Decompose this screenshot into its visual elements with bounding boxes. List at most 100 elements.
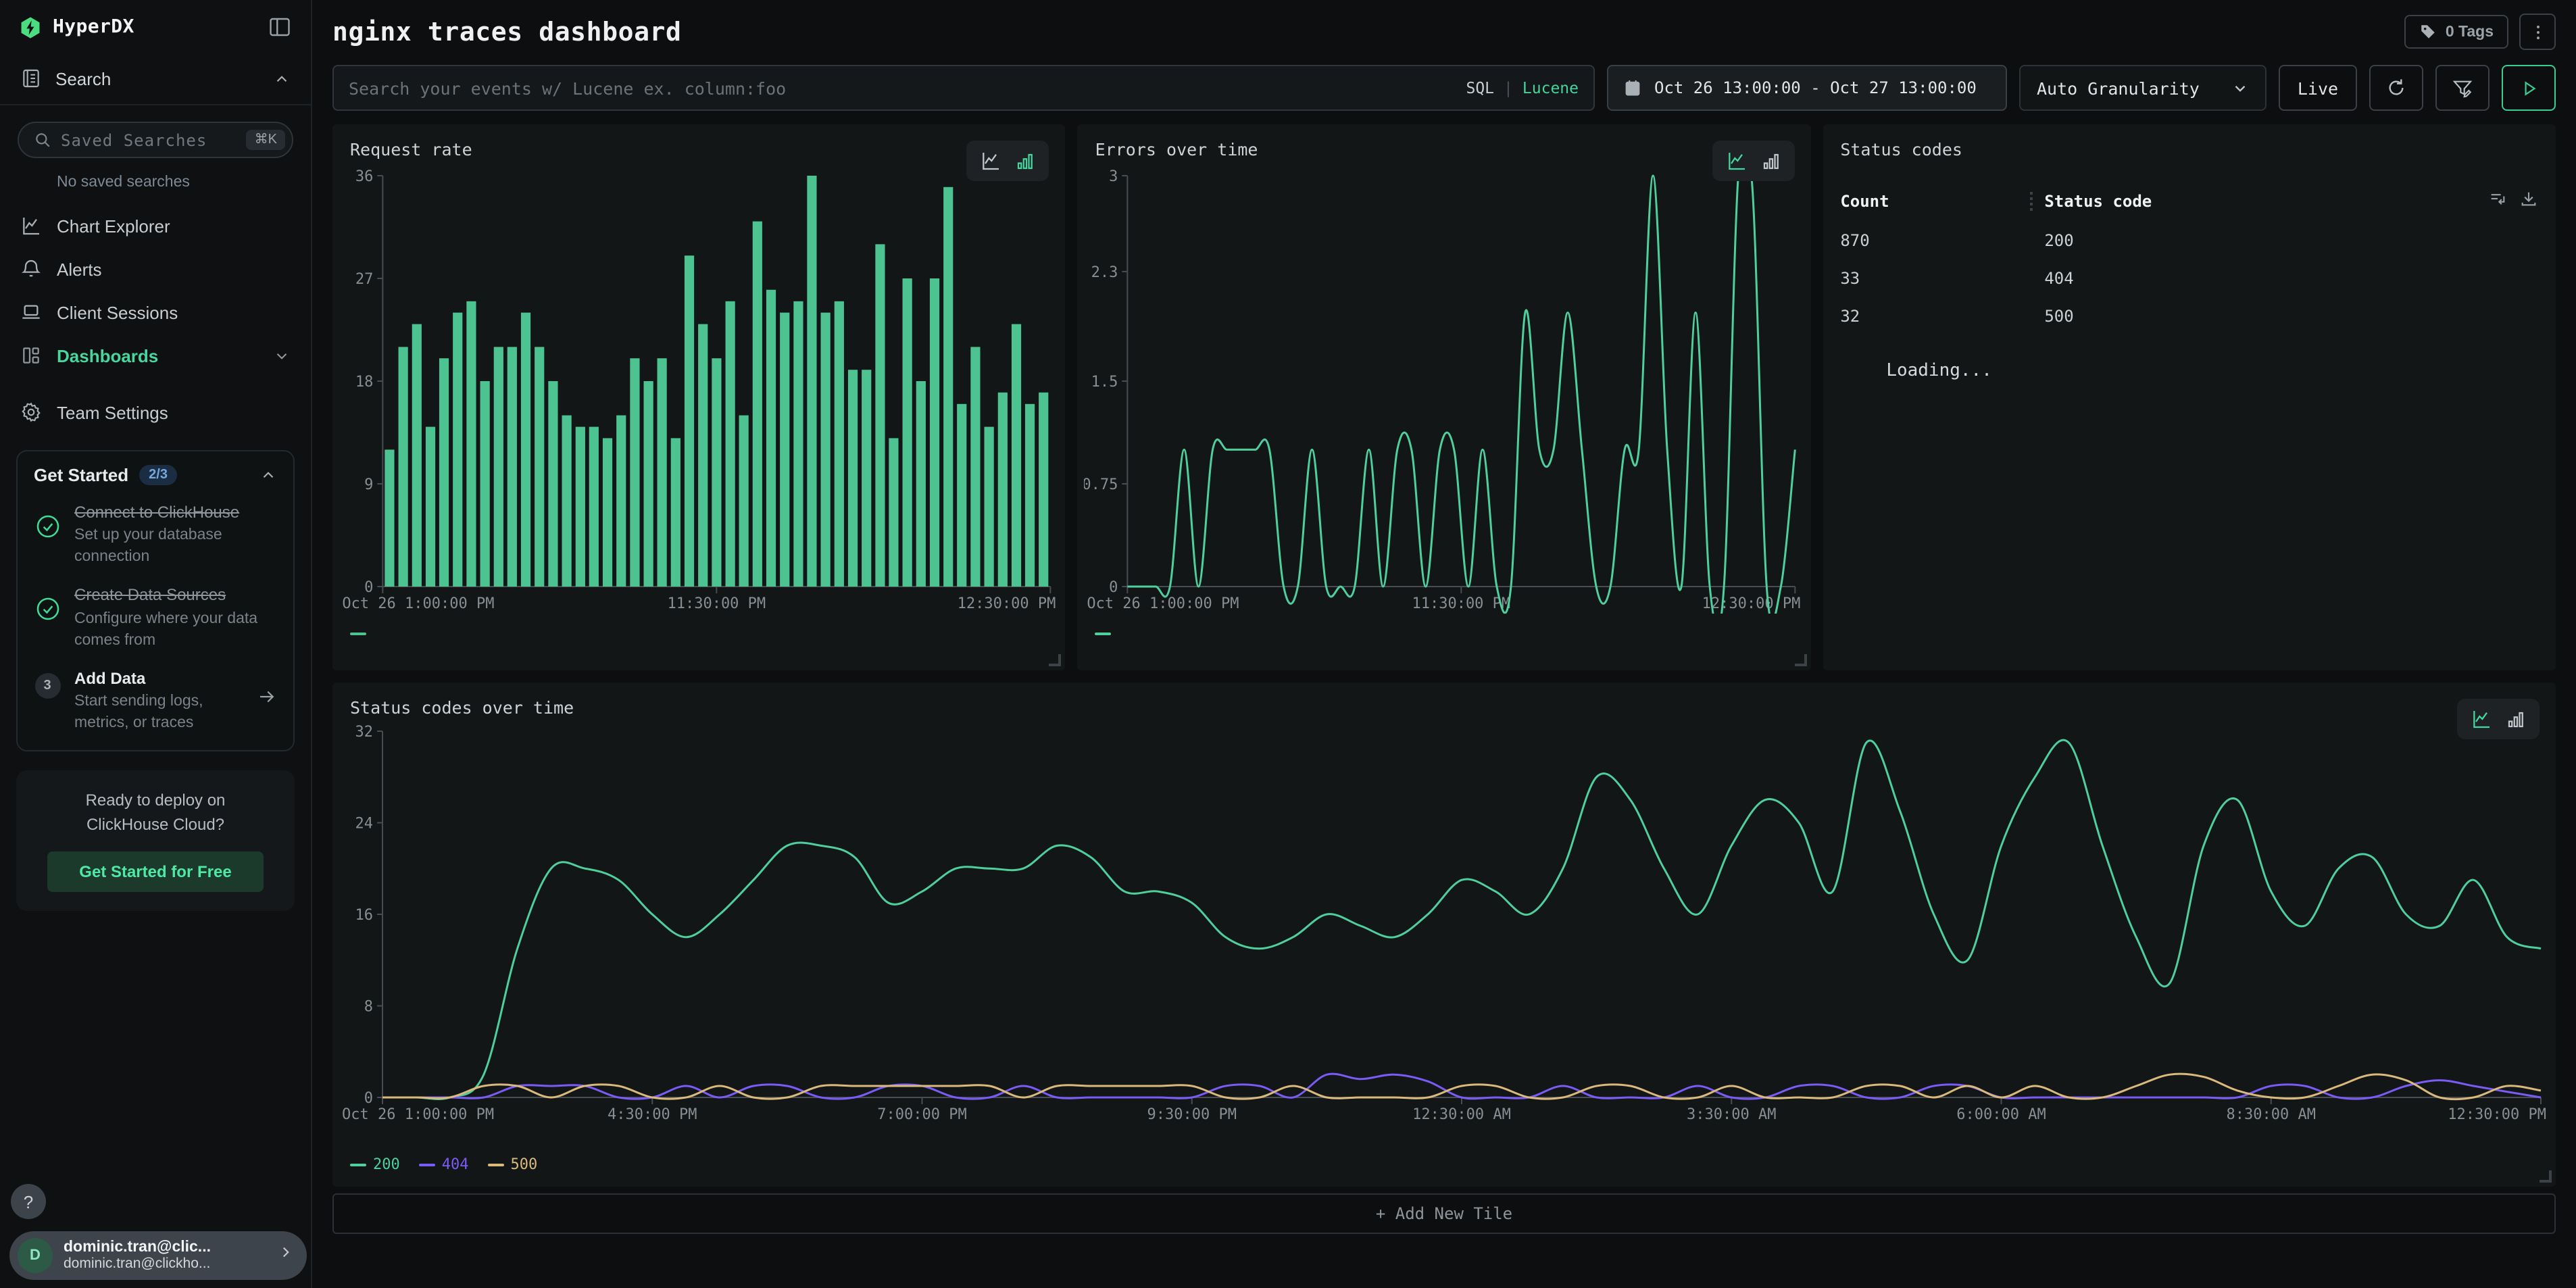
filter-button[interactable]	[2435, 65, 2490, 111]
chart-legend	[350, 633, 366, 635]
cell-count: 870	[1840, 231, 1870, 250]
svg-text:32: 32	[355, 724, 374, 741]
status-codes-over-time-chart[interactable]: 0 8 16 24 32 Oct 26 1:00:00 PM 4:30:00 PM 7:00:…	[339, 723, 2549, 1124]
sidebar-item-alerts[interactable]: Alerts	[0, 247, 311, 291]
table-row[interactable]: 32 500	[1840, 307, 2538, 326]
line-chart-toggle-icon[interactable]	[981, 150, 1002, 172]
chevron-up-icon[interactable]	[259, 466, 277, 484]
refresh-button[interactable]	[2369, 65, 2423, 111]
chart-legend: 200 404 500	[350, 1156, 537, 1173]
chart-type-toggle	[1712, 141, 1795, 181]
legend-item[interactable]	[1095, 633, 1112, 635]
saved-searches-placeholder: Saved Searches	[61, 130, 207, 149]
line-chart-toggle-icon[interactable]	[2471, 708, 2492, 730]
svg-text:Oct 26 1:00:00 PM: Oct 26 1:00:00 PM	[342, 1106, 494, 1123]
legend-swatch	[487, 1163, 504, 1166]
tags-button[interactable]: 0 Tags	[2404, 15, 2508, 49]
svg-text:0: 0	[364, 1090, 373, 1107]
svg-text:1.5: 1.5	[1091, 374, 1118, 391]
sidebar-item-client-sessions[interactable]: Client Sessions	[0, 291, 311, 334]
legend-item[interactable]: 404	[418, 1156, 469, 1173]
svg-text:12:30:00 PM: 12:30:00 PM	[2448, 1106, 2546, 1123]
svg-text:3:30:00 AM: 3:30:00 AM	[1687, 1106, 1776, 1123]
sidebar-item-label: Alerts	[57, 259, 102, 279]
logo-row: HyperDX	[0, 0, 311, 53]
svg-text:0: 0	[364, 579, 373, 596]
svg-text:0.75: 0.75	[1085, 476, 1118, 493]
legend-item[interactable]: 500	[487, 1156, 537, 1173]
saved-searches-input[interactable]: Saved Searches ⌘K	[18, 122, 293, 158]
add-new-tile-button[interactable]: + Add New Tile	[332, 1193, 2556, 1234]
get-started-step-connect[interactable]: Connect to ClickHouse Set up your databa…	[34, 501, 277, 568]
sidebar-item-search[interactable]: Search	[0, 53, 311, 105]
svg-text:9:30:00 PM: 9:30:00 PM	[1147, 1106, 1237, 1123]
chart-legend	[1095, 633, 1112, 635]
legend-label: 200	[373, 1156, 400, 1173]
svg-text:12:30:00 AM: 12:30:00 AM	[1412, 1106, 1511, 1123]
svg-text:4:30:00 PM: 4:30:00 PM	[608, 1106, 697, 1123]
svg-text:7:00:00 PM: 7:00:00 PM	[877, 1106, 966, 1123]
user-menu[interactable]: D dominic.tran@clic... dominic.tran@clic…	[9, 1231, 307, 1280]
get-started-free-button[interactable]: Get Started for Free	[47, 851, 264, 893]
svg-text:Oct 26 1:00:00 PM: Oct 26 1:00:00 PM	[342, 595, 494, 612]
panel-status-codes: Status codes Count Status code	[1823, 124, 2556, 670]
lucene-mode-toggle[interactable]: Lucene	[1522, 78, 1579, 97]
gear-icon	[20, 401, 42, 423]
chevron-down-icon	[2231, 79, 2249, 97]
help-button[interactable]: ?	[11, 1184, 46, 1219]
legend-item[interactable]	[350, 633, 366, 635]
sidebar-item-chart-explorer[interactable]: Chart Explorer	[0, 204, 311, 247]
row-density-icon[interactable]	[2488, 189, 2507, 212]
table-row[interactable]: 33 404	[1840, 269, 2538, 288]
check-circle-icon	[34, 597, 61, 622]
progress-badge: 2/3	[139, 465, 177, 485]
svg-text:12:30:00 PM: 12:30:00 PM	[958, 595, 1056, 612]
chevron-down-icon	[273, 347, 291, 364]
sidebar-item-dashboards[interactable]: Dashboards	[0, 334, 311, 377]
bar-chart-toggle-icon[interactable]	[2506, 709, 2526, 729]
sql-mode-toggle[interactable]: SQL	[1466, 78, 1495, 97]
cell-count: 33	[1840, 269, 1860, 288]
status-codes-table: Count Status code	[1823, 189, 2556, 381]
panel-status-codes-over-time: Status codes over time 0 8 16 24 32 Oct 26 1:…	[332, 683, 2556, 1187]
collapse-sidebar-icon[interactable]	[268, 15, 292, 39]
column-header-count[interactable]: Count	[1840, 191, 1889, 210]
sidebar-item-team-settings[interactable]: Team Settings	[0, 391, 311, 434]
legend-item[interactable]: 200	[350, 1156, 400, 1173]
chevron-right-icon	[277, 1243, 295, 1268]
panel-title: Status codes over time	[350, 697, 574, 718]
get-started-step-sources[interactable]: Create Data Sources Configure where your…	[34, 585, 277, 651]
errors-over-time-chart[interactable]: 0 0.75 1.5 2.3 3 Oct 26 1:00:00 PM 11:30:00 PM…	[1085, 168, 1804, 614]
kebab-menu-button[interactable]	[2519, 14, 2556, 50]
cell-status-code: 404	[2044, 269, 2074, 288]
svg-text:Oct 26 1:00:00 PM: Oct 26 1:00:00 PM	[1087, 595, 1239, 612]
search-icon	[34, 131, 51, 149]
live-button[interactable]: Live	[2279, 65, 2357, 111]
column-header-status-code[interactable]: Status code	[2044, 191, 2152, 210]
event-search-input[interactable]: Search your events w/ Lucene ex. column:…	[332, 65, 1595, 111]
svg-text:18: 18	[355, 374, 374, 391]
date-range-picker[interactable]: Oct 26 13:00:00 - Oct 27 13:00:00	[1607, 65, 2007, 111]
legend-swatch	[350, 633, 366, 635]
request-rate-chart[interactable]: 0 9 18 27 36 Oct 26 1:00:00 PM 11:30:00 PM 12:3…	[339, 168, 1059, 614]
svg-text:8: 8	[364, 999, 373, 1016]
column-resize-handle[interactable]	[2029, 191, 2033, 210]
get-started-step-add-data[interactable]: 3 Add Data Start sending logs, metrics, …	[34, 668, 277, 735]
svg-text:0: 0	[1110, 579, 1118, 596]
bar-chart-toggle-icon[interactable]	[1760, 151, 1781, 171]
svg-text:8:30:00 AM: 8:30:00 AM	[2227, 1106, 2316, 1123]
run-query-button[interactable]	[2502, 65, 2556, 111]
table-row[interactable]: 870 200	[1840, 231, 2538, 250]
date-range-value: Oct 26 13:00:00 - Oct 27 13:00:00	[1654, 78, 1977, 97]
user-name: dominic.tran@clic...	[64, 1239, 211, 1256]
bar-chart-toggle-icon[interactable]	[1016, 151, 1036, 171]
loading-indicator: Loading...	[1886, 361, 1992, 381]
download-csv-icon[interactable]	[2519, 189, 2538, 212]
event-search-placeholder: Search your events w/ Lucene ex. column:…	[349, 78, 787, 98]
granularity-select[interactable]: Auto Granularity	[2019, 65, 2267, 111]
svg-text:16: 16	[355, 907, 374, 924]
main-content: nginx traces dashboard 0 Tags Search you…	[312, 0, 2576, 1288]
line-chart-toggle-icon[interactable]	[1725, 150, 1747, 172]
svg-text:2.3: 2.3	[1091, 264, 1118, 281]
